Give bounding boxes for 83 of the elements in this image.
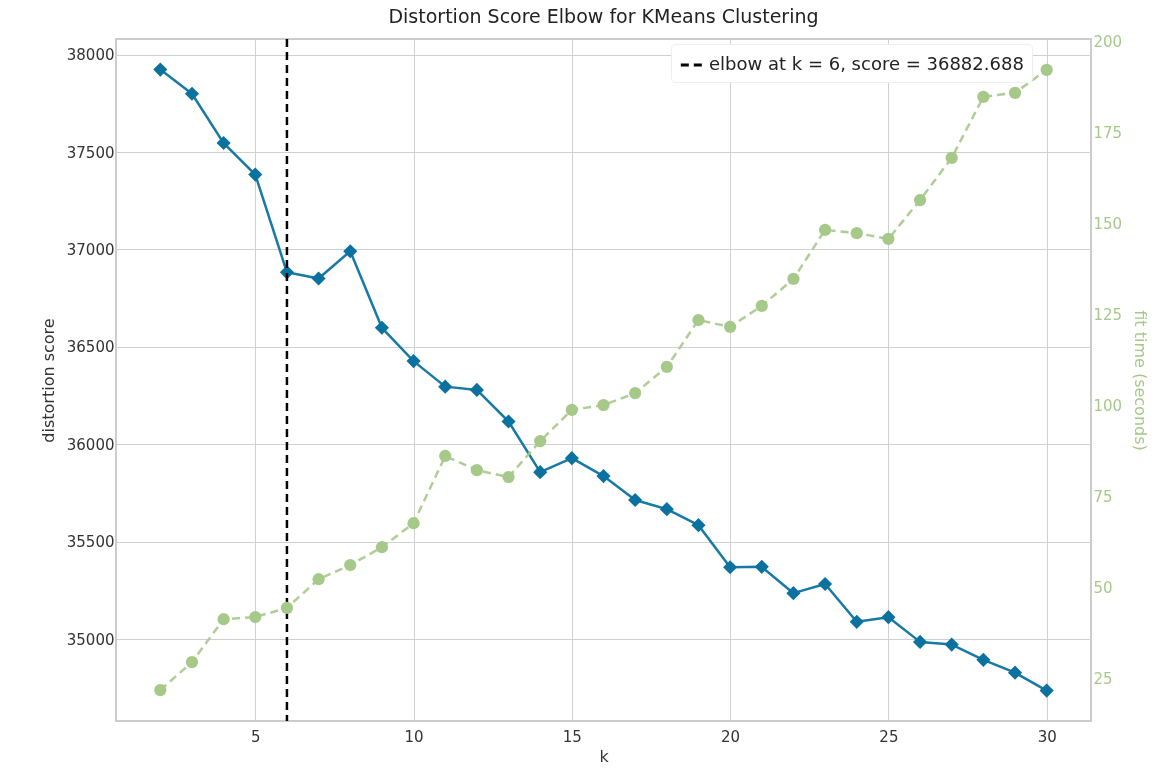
point (502, 470, 515, 484)
point (849, 614, 864, 629)
point (691, 518, 706, 533)
y2-tick-label: 125 (1093, 306, 1123, 325)
chart-title: Distortion Score Elbow for KMeans Clustering (388, 4, 819, 27)
point (818, 576, 833, 592)
point (1007, 665, 1023, 680)
y2-tick-label: 100 (1093, 396, 1123, 415)
point (249, 610, 262, 624)
point (597, 398, 610, 412)
y-tick-label: 36000 (66, 435, 115, 454)
point (1039, 683, 1054, 698)
point (469, 382, 484, 398)
point (629, 386, 642, 400)
point (407, 517, 420, 530)
point (565, 403, 578, 416)
y2-tick-label: 50 (1093, 578, 1113, 597)
point (944, 637, 959, 652)
point (375, 541, 389, 554)
y2-tick-label: 150 (1093, 215, 1123, 234)
point (280, 601, 294, 615)
x-axis-title: k (599, 746, 610, 766)
point (977, 90, 990, 103)
y-tick-label: 35500 (66, 533, 115, 552)
point (533, 465, 548, 480)
point (374, 320, 389, 335)
point (976, 652, 991, 667)
y-tick-label: 37000 (66, 240, 115, 259)
point (596, 468, 611, 484)
point (913, 193, 927, 207)
x-tick-label: 25 (879, 727, 899, 746)
y2-tick-label: 200 (1093, 33, 1123, 52)
point (344, 558, 357, 572)
point (248, 167, 263, 182)
point (564, 451, 579, 466)
y-tick-label: 36500 (66, 338, 115, 357)
point (754, 559, 769, 574)
x-tick-label: 30 (1037, 727, 1057, 746)
point (185, 655, 199, 669)
x-tick-label: 15 (562, 727, 582, 746)
y2-tick-label: 75 (1093, 487, 1113, 506)
point (628, 492, 643, 508)
y2-axis-title: fit time (seconds) (1131, 310, 1151, 451)
y-tick-label: 37500 (66, 143, 115, 162)
point (216, 135, 231, 151)
point (692, 313, 705, 327)
point (1008, 86, 1022, 99)
point (786, 586, 801, 601)
point (850, 227, 863, 240)
y2-tick-label: 175 (1093, 124, 1123, 143)
point (945, 151, 958, 164)
point (534, 434, 547, 448)
point (184, 86, 200, 101)
point (881, 610, 896, 625)
x-tick-label: 20 (721, 727, 741, 746)
point (153, 62, 168, 77)
point (787, 272, 800, 286)
point (311, 271, 326, 286)
point (470, 464, 483, 477)
y2-tick-label: 25 (1093, 669, 1113, 688)
point (439, 449, 452, 463)
point (882, 232, 895, 246)
point (755, 299, 768, 312)
x-tick-label: 10 (404, 727, 424, 746)
point (217, 613, 230, 626)
point (818, 223, 832, 236)
x-tick-label: 5 (251, 727, 261, 746)
point (723, 560, 738, 575)
y-tick-label: 35000 (66, 630, 115, 649)
point (1040, 63, 1053, 77)
point (724, 320, 737, 334)
point (659, 502, 674, 517)
point (912, 634, 928, 649)
y-tick-label: 38000 (66, 46, 115, 65)
point (154, 683, 167, 697)
y-axis-title: distortion score (38, 318, 58, 443)
ref-line-label: elbow at k = 6, score = 36882.688 (709, 53, 1024, 74)
point (343, 244, 358, 259)
point (312, 573, 325, 586)
point (501, 414, 516, 429)
point (438, 379, 453, 394)
point (406, 354, 421, 369)
point (660, 360, 673, 374)
